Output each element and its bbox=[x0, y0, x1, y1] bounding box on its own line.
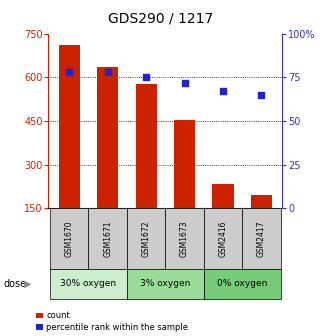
Bar bbox=[213, 183, 233, 252]
Bar bbox=[165, 208, 204, 269]
Text: GSM2416: GSM2416 bbox=[218, 220, 228, 257]
Bar bbox=[127, 208, 165, 269]
Bar bbox=[50, 208, 89, 269]
Text: 30% oxygen: 30% oxygen bbox=[60, 280, 117, 288]
Text: 3% oxygen: 3% oxygen bbox=[140, 280, 190, 288]
Text: GSM1671: GSM1671 bbox=[103, 220, 112, 257]
Point bbox=[105, 69, 110, 75]
Bar bbox=[127, 269, 204, 299]
Point bbox=[143, 75, 149, 80]
Text: GSM2417: GSM2417 bbox=[257, 220, 266, 257]
Bar bbox=[204, 208, 242, 269]
Bar bbox=[174, 120, 195, 252]
Bar bbox=[135, 84, 157, 252]
Legend: count, percentile rank within the sample: count, percentile rank within the sample bbox=[36, 311, 188, 332]
Bar bbox=[204, 269, 281, 299]
Bar bbox=[50, 269, 127, 299]
Text: GDS290 / 1217: GDS290 / 1217 bbox=[108, 12, 213, 26]
Text: dose: dose bbox=[3, 279, 26, 289]
Text: 0% oxygen: 0% oxygen bbox=[217, 280, 267, 288]
Text: GSM1673: GSM1673 bbox=[180, 220, 189, 257]
Point bbox=[259, 92, 264, 97]
Point bbox=[221, 89, 226, 94]
Point bbox=[67, 69, 72, 75]
Text: ▶: ▶ bbox=[24, 279, 31, 289]
Bar bbox=[242, 208, 281, 269]
Bar bbox=[59, 45, 80, 252]
Point bbox=[182, 80, 187, 85]
Bar bbox=[89, 208, 127, 269]
Text: GSM1670: GSM1670 bbox=[65, 220, 74, 257]
Text: GSM1672: GSM1672 bbox=[142, 220, 151, 257]
Bar bbox=[97, 67, 118, 252]
Bar bbox=[251, 195, 272, 252]
